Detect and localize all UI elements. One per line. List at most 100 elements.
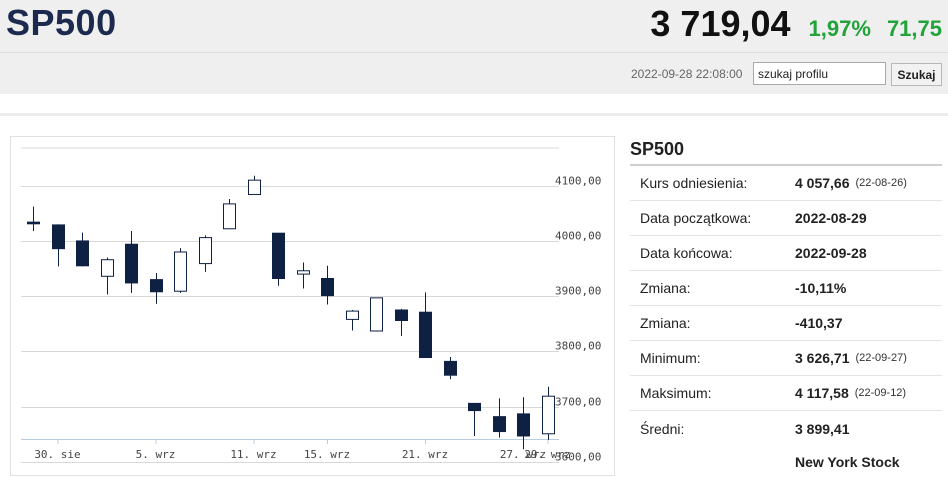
- stats-row-value: 2022-08-29: [795, 210, 867, 226]
- candle: [248, 175, 261, 196]
- candle-body-up: [199, 237, 212, 265]
- price-chart: 4100,00 4000,00 3900,00 3800,00 3700,00 3600,…: [10, 136, 615, 476]
- candle: [395, 308, 408, 336]
- stats-row-label: Minimum:: [640, 350, 701, 366]
- candle: [346, 310, 359, 331]
- candle-body-down: [27, 221, 40, 225]
- stats-row: Zmiana: -10,11%: [630, 271, 942, 306]
- x-tick-label: 29. wrz: [524, 448, 570, 461]
- stats-row: Zmiana: -410,37: [630, 306, 942, 341]
- candle: [125, 230, 138, 293]
- candle: [444, 356, 457, 380]
- candle-body-down: [272, 232, 285, 280]
- stats-row-label: Zmiana:: [640, 280, 691, 296]
- candle: [272, 232, 285, 286]
- candle: [76, 232, 89, 267]
- candle: [321, 265, 334, 305]
- candle: [419, 292, 432, 359]
- current-price: 3 719,04: [650, 3, 791, 44]
- candle-body-up: [248, 179, 261, 196]
- candle-body-down: [419, 311, 432, 359]
- candle-body-down: [517, 413, 530, 437]
- y-tick-label: 4100,00: [555, 175, 601, 188]
- stats-row: Kurs odniesienia: 4 057,66 (22-08-26): [630, 166, 942, 201]
- x-tick-label: 27. wrz: [500, 448, 546, 461]
- candle: [101, 257, 114, 295]
- candle-body-down: [52, 224, 65, 250]
- candle: [174, 248, 187, 293]
- candle: [52, 224, 65, 267]
- y-tick-label: 3800,00: [555, 340, 601, 353]
- stats-row-value: 3 899,41: [795, 420, 850, 437]
- x-tick-label: 15. wrz: [304, 448, 350, 461]
- candle-body-up: [223, 203, 236, 230]
- candlestick-chart-svg: 4100,00 4000,00 3900,00 3800,00 3700,00 3600,…: [21, 147, 601, 464]
- change-absolute: 71,75: [886, 16, 942, 41]
- y-tick-label: 3900,00: [555, 285, 601, 298]
- x-tick-label: 5. wrz: [136, 448, 176, 461]
- candle: [493, 398, 506, 438]
- stats-row-label: Średni:: [640, 420, 685, 437]
- candle-body-up: [297, 270, 310, 275]
- stats-row-date: (22-08-26): [855, 177, 907, 189]
- exchange-name: New York Stock: [795, 454, 900, 470]
- y-tick-label: 3600,00: [555, 451, 601, 464]
- change-percent: 1,97%: [808, 16, 871, 41]
- stats-table: Kurs odniesienia: 4 057,66 (22-08-26) Data …: [630, 166, 942, 446]
- candle-body-down: [444, 360, 457, 376]
- stats-row-label: Zmiana:: [640, 315, 691, 331]
- candle: [27, 206, 40, 231]
- candle: [199, 235, 212, 272]
- candle: [150, 272, 163, 304]
- stats-row: Data końcowa: 2022-09-28: [630, 236, 942, 271]
- stats-row: Średni: 3 899,41: [630, 411, 942, 446]
- stats-row-value: 3 626,71: [795, 350, 850, 366]
- x-tick-label: 11. wrz: [230, 448, 276, 461]
- toolbar: 2022-09-28 22:08:00 Szukaj: [0, 52, 948, 94]
- candle: [542, 386, 555, 440]
- stats-row-value: 2022-09-28: [795, 245, 867, 261]
- stats-row-date: (22-09-27): [855, 352, 907, 364]
- stats-row-label: Data początkowa:: [640, 210, 752, 226]
- y-tick-label: 3700,00: [555, 396, 601, 409]
- stats-row: Maksimum: 4 117,58 (22-09-12): [630, 376, 942, 411]
- quote-datetime: 2022-09-28 22:08:00: [631, 67, 743, 81]
- search-button[interactable]: Szukaj: [891, 63, 942, 86]
- candle-body-up: [370, 297, 383, 332]
- section-divider: [0, 113, 948, 116]
- stats-row: Data początkowa: 2022-08-29: [630, 201, 942, 236]
- candle-body-up: [346, 310, 359, 320]
- x-tick-label: 21. wrz: [402, 448, 448, 461]
- candle: [468, 402, 481, 436]
- candle: [370, 297, 383, 332]
- stats-row-label: Kurs odniesienia:: [640, 175, 748, 191]
- candle-body-down: [150, 279, 163, 293]
- stats-title: SP500: [630, 136, 942, 166]
- candle: [517, 397, 530, 450]
- stats-row: Minimum: 3 626,71 (22-09-27): [630, 341, 942, 376]
- candle-body-down: [468, 402, 481, 412]
- stats-panel: SP500 Kurs odniesienia: 4 057,66 (22-08-26…: [630, 136, 942, 446]
- candle-body-up: [174, 251, 187, 292]
- candle-body-down: [76, 240, 89, 267]
- candle-body-down: [321, 278, 334, 297]
- price-group: 3 719,04 1,97% 71,75: [650, 3, 942, 45]
- x-tick-label: 30. sie: [34, 448, 80, 461]
- candle: [223, 198, 236, 230]
- profile-search-input[interactable]: [753, 62, 886, 85]
- stats-row-value: 4 117,58: [795, 385, 849, 401]
- y-tick-label: 4000,00: [555, 230, 601, 243]
- candle-body-down: [125, 243, 138, 284]
- stats-row-value: 4 057,66: [795, 175, 850, 191]
- stats-row-value: -10,11%: [795, 280, 847, 296]
- stats-row-label: Maksimum:: [640, 385, 712, 401]
- candle-body-down: [493, 416, 506, 433]
- stats-row-label: Data końcowa:: [640, 245, 733, 261]
- page-header: SP500 3 719,04 1,97% 71,75: [0, 0, 948, 52]
- stats-row-value: -410,37: [795, 315, 843, 331]
- candle: [297, 262, 310, 289]
- candle-body-up: [101, 259, 114, 277]
- stats-row-date: (22-09-12): [854, 387, 907, 399]
- candle-body-up: [542, 395, 555, 435]
- ticker-symbol: SP500: [6, 2, 117, 43]
